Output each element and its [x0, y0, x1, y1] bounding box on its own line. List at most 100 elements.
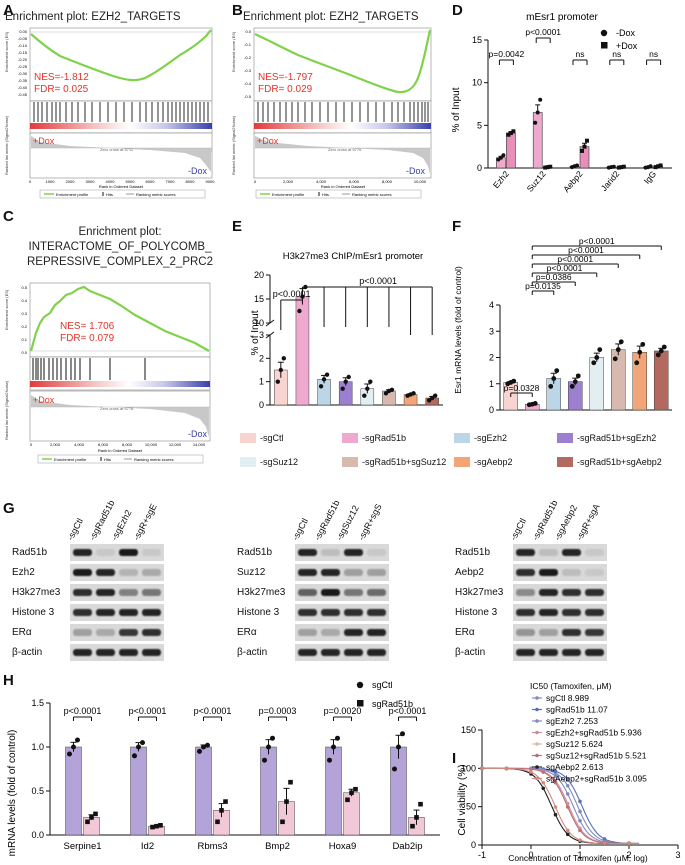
- chart-d-point: [580, 148, 584, 153]
- chart-f-pvalue: p=0.0328: [504, 383, 540, 393]
- blot-strip: [295, 644, 389, 661]
- chart-h-ylabel: mRNA levels (fold of control): [7, 730, 18, 857]
- gsea-c-pos-label: +Dox: [33, 395, 55, 405]
- chart-i-xlabel: Concentration of Tamoxifen (μM, log): [508, 853, 648, 863]
- chart-h-legend-marker-0: [356, 681, 364, 689]
- chart-d-point: [508, 131, 513, 136]
- chart-f-ytick-label: 1: [489, 379, 494, 389]
- gsea-b-hits: [257, 102, 429, 122]
- chart-h-bar: [130, 746, 147, 836]
- blot-row-label: Histone 3: [12, 607, 55, 618]
- chart-h-point: [93, 811, 98, 817]
- chart-h-point: [223, 799, 228, 804]
- chart-e-point: [383, 391, 389, 396]
- gsea-b-xlabel: Rank in Ordered Dataset: [321, 184, 366, 189]
- chart-i-point: [578, 799, 582, 804]
- svg-text:0.00: 0.00: [19, 29, 28, 34]
- svg-text:10,000: 10,000: [414, 179, 427, 184]
- blot-band: [585, 629, 604, 636]
- chart-f-point: [640, 341, 646, 347]
- blot-row-label: Histone 3: [455, 607, 498, 618]
- chart-d-point: [648, 164, 653, 169]
- svg-text:6000: 6000: [146, 179, 156, 184]
- chart-e-ytick-label: 10: [254, 318, 264, 328]
- gsea-panel-c: Enrichment plot: INTERACTOME_OF_POLYCOMB…: [4, 226, 213, 464]
- chart-h-point: [140, 740, 145, 746]
- blot-band: [539, 589, 558, 596]
- chart-f-point: [591, 360, 597, 366]
- chart-e-point: [426, 398, 432, 403]
- chart-h-pvalue: p<0.0001: [389, 706, 427, 716]
- legend-swatch: [454, 457, 470, 467]
- chart-h-bar: [390, 746, 407, 836]
- chart-i-ytick-label: 150: [461, 725, 476, 735]
- panel-label-b: B: [232, 2, 243, 19]
- chart-i-xtick-label: 0: [528, 850, 533, 860]
- chart-e-point: [411, 391, 416, 396]
- chart-d-point: [658, 163, 663, 168]
- blot-g1: -sgCtl -sgRad51b -sgEzh2 -sgR+sgE Rad51b Ezh2…: [12, 498, 237, 670]
- chart-d-point: [533, 120, 538, 125]
- blot-g2: -sgCtl -sgRad51b -sgSuz12 -sgR+sgS Rad51b Suz…: [237, 498, 462, 670]
- chart-e-ytick-label: 2: [259, 353, 264, 363]
- chart-h-point: [201, 744, 206, 750]
- chart-h-point: [71, 744, 76, 750]
- svg-text:-0.4: -0.4: [244, 81, 252, 86]
- chart-h-legend-label-0: sgCtl: [372, 680, 393, 690]
- chart-f: Esr1 mRNA levels (fold of control) 0 1 2 3 4…: [453, 236, 672, 415]
- blot-row-label: Aebp2: [455, 567, 484, 578]
- blot-lane-label: -sgCtl: [508, 516, 529, 542]
- chart-h-point: [150, 824, 155, 830]
- chart-h-xtick-label: Hoxa9: [329, 841, 356, 852]
- chart-i-point: [529, 770, 533, 774]
- svg-text:-0.30: -0.30: [18, 71, 28, 76]
- chart-f-ytick-label: 0: [489, 405, 494, 415]
- gsea-c-xticks: 0 2,000 4,000 6,000 8,000 10,000 12,000 …: [30, 442, 206, 447]
- svg-text:0.1: 0.1: [21, 337, 27, 342]
- blot-band: [321, 569, 340, 576]
- chart-h-point: [205, 742, 210, 748]
- legend-swatch: [240, 457, 256, 467]
- svg-text:-0.20: -0.20: [18, 57, 28, 62]
- chart-i-ytick-label: 100: [461, 763, 476, 773]
- chart-e-point: [318, 384, 324, 389]
- blot-band: [344, 649, 363, 656]
- gsea-a-legend-profile: Enrichment profile: [56, 192, 89, 197]
- blot-band: [321, 629, 340, 636]
- chart-i-point: [541, 780, 546, 785]
- chart-h-point: [400, 731, 405, 737]
- blot-band: [321, 609, 340, 616]
- chart-i-point: [529, 767, 533, 772]
- chart-i-point: [553, 812, 558, 817]
- blot-band: [73, 629, 92, 636]
- chart-h-point: [414, 815, 419, 820]
- legend-swatch: [557, 433, 573, 443]
- blot-band: [516, 549, 535, 556]
- blot-row-label: β-actin: [455, 647, 486, 658]
- blot-band: [96, 549, 115, 556]
- blot-strip: [70, 604, 164, 621]
- chart-i-legend-label: sgRad51b 11.07: [546, 705, 608, 715]
- gsea-b-neg-label: -Dox: [406, 166, 426, 176]
- gsea-panel-a: Enrichment plot: EZH2_TARGETS Enrichment…: [4, 11, 215, 199]
- gsea-b-es-ylabel: Enrichment score (ES): [231, 31, 236, 72]
- chart-i-legend-label: sgAebp2+sgRad51b 3.095: [546, 774, 647, 784]
- gsea-c-legend-metric: Ranking metric scores: [134, 457, 174, 462]
- chart-e-ytick-label: 20: [254, 270, 264, 280]
- svg-text:4000: 4000: [106, 179, 116, 184]
- blot-band: [367, 589, 386, 596]
- chart-d-point: [656, 164, 661, 169]
- chart-h-point: [270, 735, 275, 741]
- blot-band: [298, 549, 317, 556]
- chart-e-point: [324, 372, 330, 377]
- blot-band: [142, 549, 161, 556]
- blot-band: [298, 589, 317, 596]
- blot-band: [539, 609, 558, 616]
- chart-f-bar: [589, 357, 604, 411]
- blot-band: [367, 549, 386, 556]
- legend-swatch: [342, 457, 358, 467]
- panel-label-a: A: [3, 2, 14, 19]
- legend-item: -sgRad51b+sgSuz12: [342, 457, 446, 467]
- blot-g3: -sgCtl -sgRad51b -sgAebp2 -sgR+sgA Rad51b Aeb…: [455, 498, 680, 670]
- chart-f-point: [597, 347, 603, 353]
